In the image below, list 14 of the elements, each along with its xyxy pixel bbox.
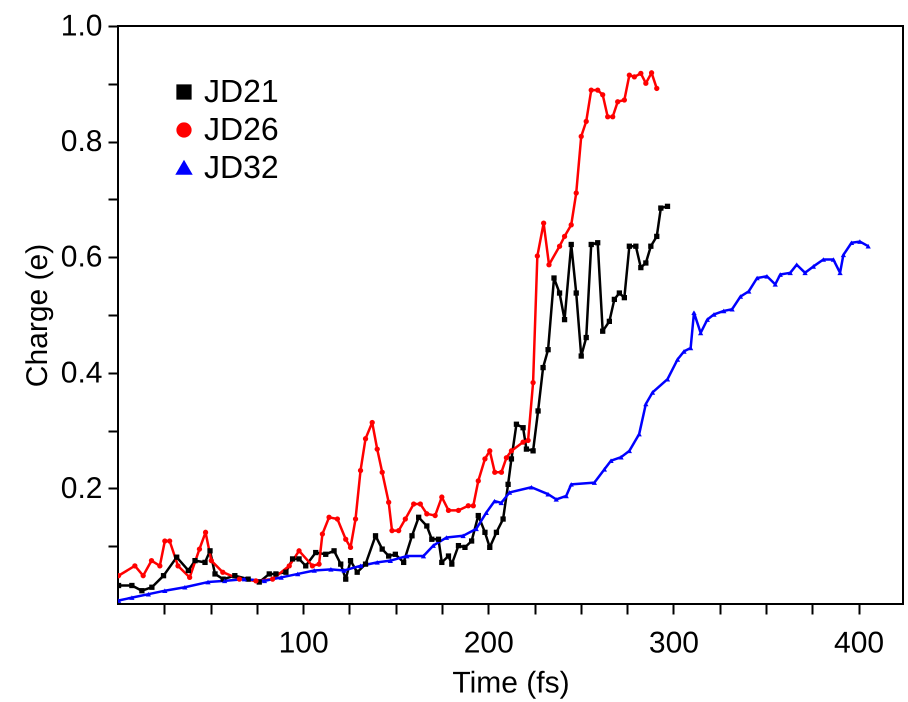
x-tick-label: 200 bbox=[464, 626, 514, 660]
y-tick-label: 0.2 bbox=[60, 472, 102, 505]
legend-label: JD26 bbox=[204, 111, 279, 147]
legend-label: JD32 bbox=[204, 149, 279, 185]
x-tick-label: 400 bbox=[834, 626, 884, 660]
y-tick-label: 0.8 bbox=[60, 125, 102, 158]
y-tick-label: 0.6 bbox=[60, 240, 102, 274]
y-tick-label: 1.0 bbox=[60, 10, 102, 42]
x-axis-title: Time (fs) bbox=[452, 666, 570, 700]
x-tick-label: 100 bbox=[278, 626, 329, 660]
y-tick-label: 0.4 bbox=[60, 356, 102, 390]
y-axis-title: Charge (e) bbox=[20, 244, 54, 388]
legend-label: JD21 bbox=[204, 73, 279, 109]
x-tick-label: 300 bbox=[648, 626, 699, 660]
